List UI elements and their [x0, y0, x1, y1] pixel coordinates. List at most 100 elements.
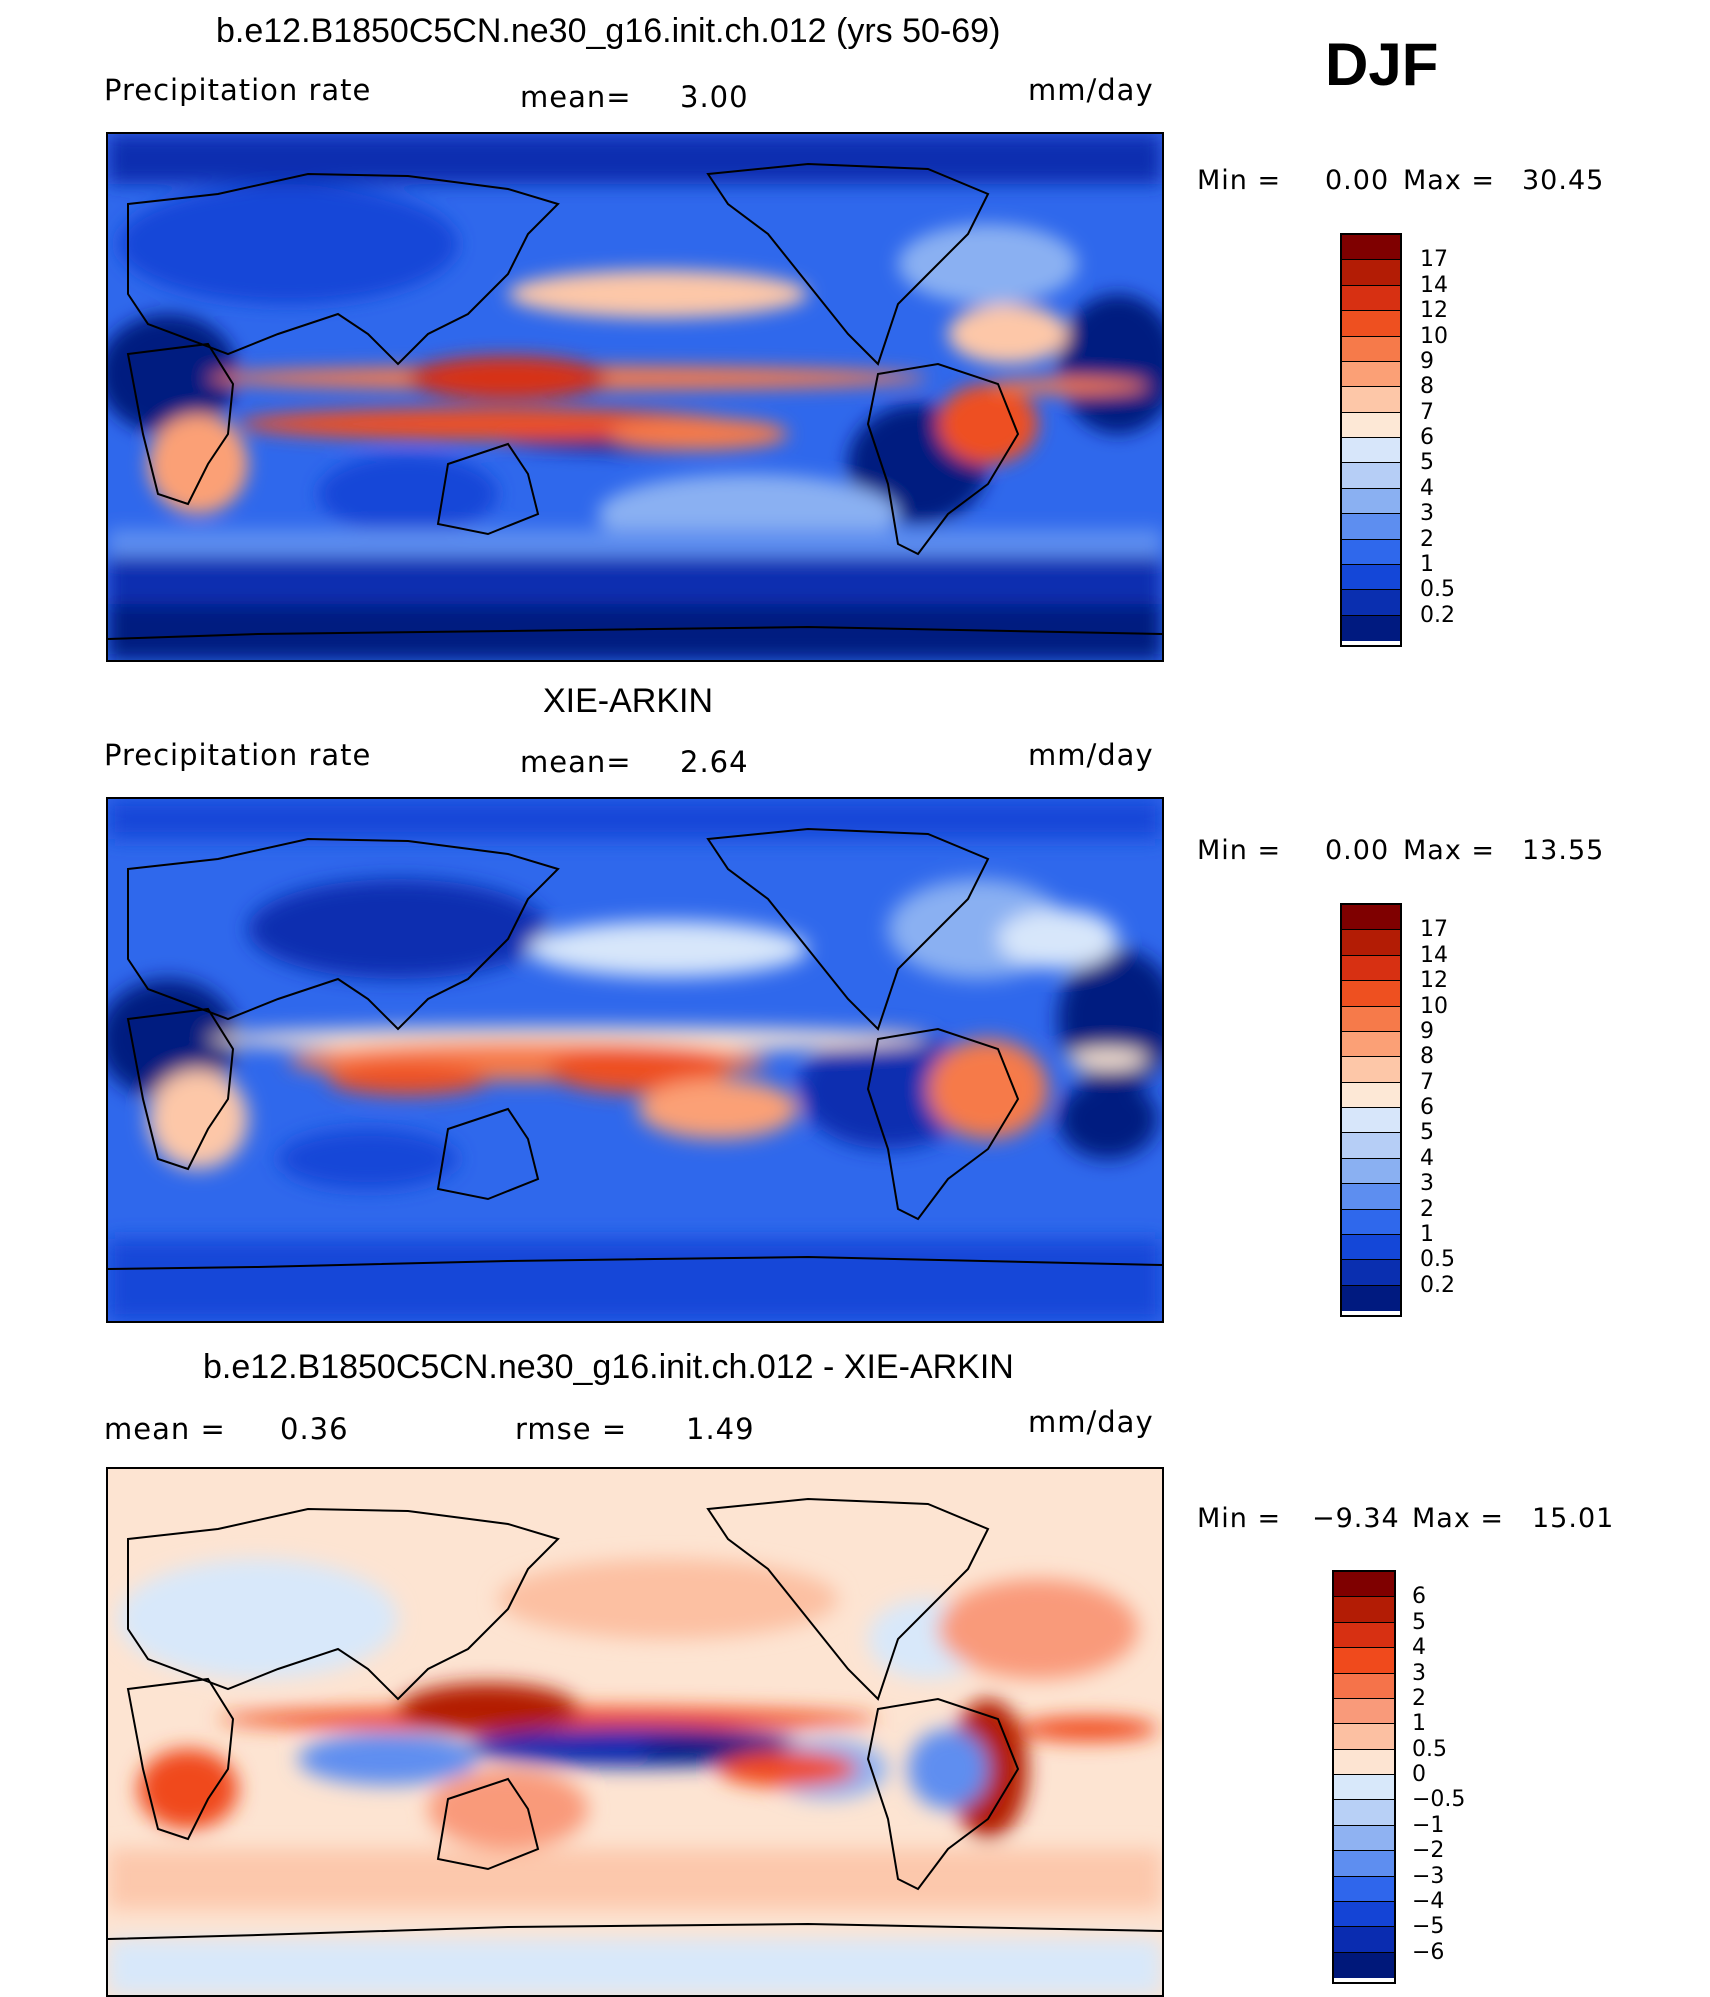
panel3-colorbar-swatch — [1334, 1572, 1394, 1598]
panel2-colorbar-swatch — [1342, 905, 1400, 931]
panel2-colorbar-tick-label: 2 — [1420, 1196, 1434, 1222]
panel1-colorbar-swatch — [1342, 564, 1400, 591]
panel1-colorbar-tick-label: 7 — [1420, 399, 1434, 425]
panel1-colorbar-tick-label: 17 — [1420, 247, 1448, 273]
panel3-colorbar-tick-label: −6 — [1412, 1939, 1445, 1965]
panel3-colorbar-tick-label: 1 — [1412, 1711, 1426, 1737]
panel1-colorbar-labels: 17 14 12 10 9 8 7 6 5 4 3 2 1 0.5 0.2 — [1420, 233, 1480, 647]
panel1-colorbar-swatch — [1342, 361, 1400, 388]
panel2-colorbar-tick-label: 14 — [1420, 942, 1448, 968]
panel1-colorbar-tick-label: 0.5 — [1420, 577, 1455, 603]
panel3-colorbar-swatch — [1334, 1927, 1394, 1953]
panel3-rmse-value: 1.49 — [686, 1412, 755, 1446]
panel1-map — [106, 132, 1164, 662]
panel1-colorbar-tick-label: 1 — [1420, 551, 1434, 577]
panel1-colorbar-swatch — [1342, 463, 1400, 489]
panel1-colorbar-tick-label: 2 — [1420, 526, 1434, 552]
panel2-max-value: 13.55 — [1522, 835, 1605, 866]
panel2-colorbar-tick-label: 8 — [1420, 1044, 1434, 1070]
panel2-colorbar-tick-label: 0.2 — [1420, 1272, 1455, 1298]
panel2-variable-label: Precipitation rate — [104, 738, 372, 772]
panel2-colorbar-tick-label: 9 — [1420, 1018, 1434, 1044]
panel2-colorbar-swatch — [1342, 1031, 1400, 1058]
panel3-max-label: Max = — [1412, 1503, 1505, 1534]
panel2-colorbar-tick-label: 0.5 — [1420, 1247, 1455, 1273]
panel3-map — [106, 1467, 1164, 1997]
panel3-colorbar-swatch — [1334, 1698, 1394, 1725]
panel2-mean-label: mean= — [520, 745, 632, 779]
panel3-colorbar-swatch — [1334, 1622, 1394, 1649]
panel1-max-label: Max = — [1403, 165, 1496, 196]
panel1-colorbar-swatch — [1342, 311, 1400, 337]
panel1-colorbar-swatch — [1342, 438, 1400, 464]
panel2-colorbar-swatch — [1342, 1108, 1400, 1134]
panel1-colorbar-swatch — [1342, 539, 1400, 565]
panel1-units: mm/day — [1028, 73, 1154, 107]
panel1-colorbar-swatch — [1342, 235, 1400, 261]
panel1-colorbar-swatch — [1342, 488, 1400, 515]
panel3-colorbar-swatch — [1334, 1800, 1394, 1826]
panel1-colorbar-tick-label: 3 — [1420, 501, 1434, 527]
panel3-min-label: Min = — [1197, 1503, 1282, 1534]
panel2-colorbar-swatch — [1342, 1260, 1400, 1286]
panel2-colorbar-tick-label: 17 — [1420, 917, 1448, 943]
panel1-colorbar-tick-label: 8 — [1420, 374, 1434, 400]
panel2-colorbar-tick-label: 7 — [1420, 1069, 1434, 1095]
panel2-colorbar-tick-label: 6 — [1420, 1095, 1434, 1120]
panel3-colorbar-tick-label: 0 — [1412, 1762, 1426, 1787]
panel2-colorbar-swatch — [1342, 1234, 1400, 1261]
panel2-colorbar-swatch — [1342, 981, 1400, 1007]
panel1-colorbar-tick-label: 4 — [1420, 475, 1434, 501]
season-label: DJF — [1325, 31, 1439, 98]
panel2-colorbar-tick-label: 1 — [1420, 1221, 1434, 1247]
panel3-rmse-label: rmse = — [515, 1412, 628, 1446]
panel1-mean-label: mean= — [520, 80, 632, 114]
panel1-min-label: Min = — [1197, 165, 1282, 196]
panel3-colorbar-swatch — [1334, 1673, 1394, 1699]
panel2-colorbar-labels: 17 14 12 10 9 8 7 6 5 4 3 2 1 0.5 0.2 — [1420, 903, 1480, 1317]
panel3-colorbar-tick-label: 5 — [1412, 1609, 1426, 1635]
panel2-colorbar-swatch — [1342, 1158, 1400, 1185]
panel2-colorbar-tick-label: 3 — [1420, 1171, 1434, 1197]
panel1-map-svg — [108, 134, 1162, 660]
panel3-colorbar-swatch — [1334, 1901, 1394, 1928]
panel3-colorbar-tick-label: 4 — [1412, 1635, 1426, 1661]
panel2-colorbar-swatch — [1342, 1184, 1400, 1210]
panel2-mean-value: 2.64 — [680, 745, 749, 779]
panel2-colorbar-swatch — [1342, 1082, 1400, 1108]
panel3-colorbar-swatch — [1334, 1851, 1394, 1877]
panel2-map — [106, 797, 1164, 1323]
panel3-colorbar-swatch — [1334, 1597, 1394, 1623]
panel2-min-label: Min = — [1197, 835, 1282, 866]
panel1-variable-label: Precipitation rate — [104, 73, 372, 107]
panel3-colorbar-tick-label: 6 — [1412, 1584, 1426, 1610]
panel1-mean-value: 3.00 — [680, 80, 749, 114]
panel3-min-value: −9.34 — [1312, 1503, 1400, 1534]
panel2-colorbar-swatch — [1342, 1209, 1400, 1235]
panel2-colorbar-swatch — [1342, 1006, 1400, 1032]
panel3-colorbar-swatch — [1334, 1952, 1394, 1978]
panel2-colorbar-tick-label: 5 — [1420, 1120, 1434, 1146]
panel3-colorbar-swatch — [1334, 1825, 1394, 1852]
panel1-colorbar — [1340, 233, 1402, 647]
panel1-title: b.e12.B1850C5CN.ne30_g16.init.ch.012 (yr… — [216, 12, 1001, 50]
panel1-colorbar-swatch — [1342, 260, 1400, 286]
panel2-units: mm/day — [1028, 738, 1154, 772]
panel3-colorbar-tick-label: −1 — [1412, 1812, 1445, 1838]
panel2-colorbar-swatch — [1342, 1133, 1400, 1159]
panel2-map-svg — [108, 799, 1162, 1321]
panel2-colorbar-swatch — [1342, 1057, 1400, 1083]
panel3-colorbar-swatch — [1334, 1876, 1394, 1902]
panel2-colorbar-swatch — [1342, 1285, 1400, 1311]
panel2-colorbar-swatch — [1342, 955, 1400, 982]
panel2-min-value: 0.00 — [1325, 835, 1390, 866]
panel3-colorbar-tick-label: −5 — [1412, 1914, 1445, 1940]
panel1-colorbar-tick-label: 12 — [1420, 298, 1448, 324]
panel2-colorbar-tick-label: 10 — [1420, 993, 1448, 1019]
panel3-colorbar-tick-label: −4 — [1412, 1888, 1445, 1914]
panel3-colorbar-swatch — [1334, 1724, 1394, 1750]
panel3-mean-label: mean = — [104, 1412, 226, 1446]
panel3-colorbar-tick-label: −2 — [1412, 1838, 1445, 1864]
panel1-colorbar-swatch — [1342, 285, 1400, 312]
panel2-max-label: Max = — [1403, 835, 1496, 866]
